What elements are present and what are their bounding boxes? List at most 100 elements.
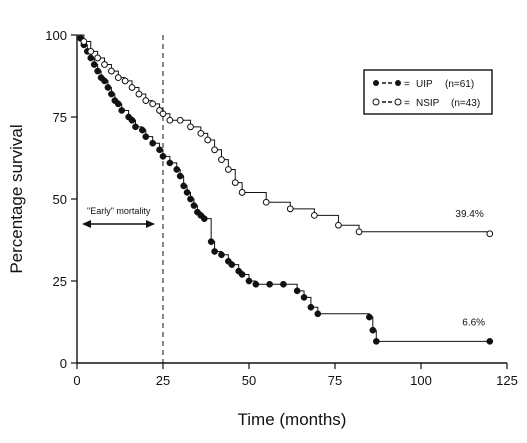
early-mortality-arrowhead-right [146, 220, 155, 228]
uip-point [369, 326, 377, 334]
y-tick-label: 0 [60, 356, 67, 371]
legend-uip-label: UIP [416, 79, 433, 90]
y-axis-label: Percentage survival [7, 124, 26, 273]
nsip-point [80, 38, 88, 45]
uip-point [108, 90, 115, 98]
x-tick-label: 50 [242, 373, 256, 388]
legend-uip-equals: = [404, 79, 410, 90]
x-tick-label: 25 [156, 373, 170, 388]
nsip-point [197, 130, 205, 137]
uip-point [187, 195, 194, 203]
x-tick-label: 75 [328, 373, 342, 388]
legend-nsip-equals: = [404, 98, 410, 109]
uip-point [252, 280, 260, 288]
uip-point [200, 215, 208, 223]
uip-point [90, 61, 98, 68]
axes: 0 25 50 75 100 0 25 50 75 100 125 [45, 28, 518, 388]
nsip-point [286, 205, 294, 213]
nsip-end-label: 39.4% [455, 209, 483, 220]
nsip-point [135, 90, 143, 98]
uip-point [118, 107, 126, 114]
early-mortality-annotation: "Early" mortality [82, 206, 155, 228]
nsip-point [114, 74, 122, 82]
legend-uip-marker-left [373, 80, 379, 86]
uip-point [218, 251, 225, 259]
uip-point [173, 166, 181, 173]
nsip-point [142, 97, 150, 104]
legend-uip-count: (n=61) [445, 79, 474, 90]
y-tick-label: 25 [53, 274, 67, 289]
uip-point [211, 248, 218, 255]
uip-point [176, 172, 184, 180]
uip-point [300, 294, 308, 301]
uip-series [77, 34, 494, 345]
nsip-point [335, 221, 342, 229]
nsip-point [121, 77, 129, 85]
nsip-step-line [77, 34, 491, 234]
uip-point [128, 116, 136, 124]
uip-point [104, 84, 112, 91]
x-tick-label: 125 [496, 373, 518, 388]
y-tick-label: 75 [53, 110, 67, 125]
x-axis-label: Time (months) [238, 410, 347, 429]
legend-uip-marker-right [395, 80, 401, 86]
uip-point [149, 139, 157, 147]
uip-point [156, 146, 163, 154]
nsip-point [176, 116, 184, 124]
uip-point [486, 338, 494, 345]
legend: = UIP (n=61) = NSIP (n=43) [363, 69, 493, 115]
uip-point [280, 280, 287, 288]
uip-point [142, 133, 150, 141]
uip-point [190, 202, 198, 209]
nsip-point [355, 228, 363, 236]
nsip-point [238, 189, 246, 196]
uip-point [293, 287, 301, 295]
uip-point [372, 338, 380, 345]
uip-point [87, 54, 95, 62]
nsip-point [187, 123, 194, 131]
legend-nsip: = NSIP (n=43) [372, 98, 480, 109]
legend-nsip-marker-right [394, 98, 402, 106]
uip-point [207, 238, 215, 245]
nsip-point [231, 179, 239, 187]
legend-nsip-label: NSIP [416, 98, 440, 109]
y-tick-label: 50 [53, 192, 67, 207]
nsip-point [108, 67, 115, 75]
nsip-point [218, 156, 225, 164]
uip-point [101, 77, 108, 85]
uip-point [314, 310, 322, 318]
nsip-point [94, 54, 102, 62]
uip-point [166, 159, 174, 167]
nsip-point [224, 166, 232, 173]
legend-nsip-marker-left [372, 98, 380, 106]
uip-point [266, 280, 273, 288]
uip-point [183, 189, 191, 196]
uip-point [139, 126, 146, 134]
nsip-point [149, 100, 157, 108]
x-tick-label: 100 [410, 373, 432, 388]
nsip-point [310, 212, 318, 219]
nsip-point [87, 48, 95, 55]
uip-point [228, 261, 236, 268]
nsip-series [77, 34, 494, 238]
uip-point [132, 123, 139, 131]
uip-point [94, 67, 101, 75]
uip-point [245, 277, 253, 285]
early-mortality-arrowhead-left [82, 220, 91, 228]
nsip-point [211, 146, 219, 154]
legend-box [363, 69, 493, 115]
x-tick-label: 0 [73, 373, 80, 388]
nsip-point [101, 61, 108, 68]
nsip-point [486, 230, 494, 238]
uip-point [366, 313, 373, 321]
uip-point [180, 182, 187, 190]
early-mortality-label: "Early" mortality [87, 206, 151, 216]
uip-point [307, 303, 315, 311]
uip-end-label: 6.6% [462, 317, 485, 328]
nsip-point [166, 116, 174, 124]
nsip-point [128, 84, 136, 91]
nsip-point [262, 198, 270, 206]
y-tick-label: 100 [45, 28, 67, 43]
series-layer [77, 34, 494, 345]
